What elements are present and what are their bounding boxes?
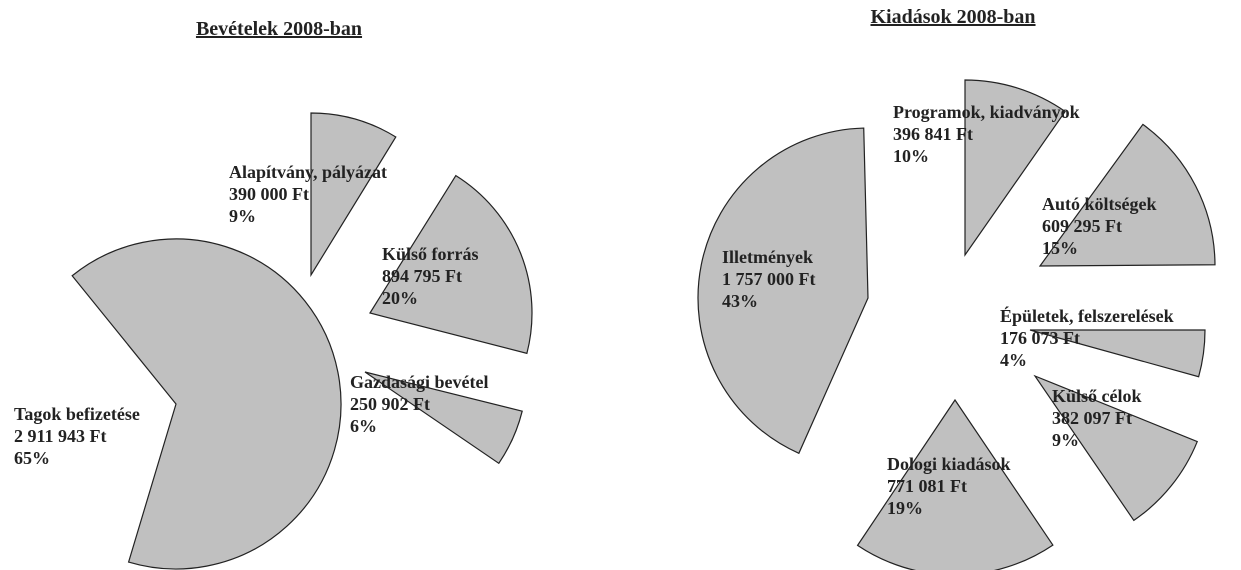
expense-slice-illetmenyek [697, 127, 869, 455]
income-label-gazdasagi-bevetel: Gazdasági bevétel 250 902 Ft 6% [350, 372, 488, 436]
expense-slice-dologi-kiadasok [856, 398, 1054, 570]
income-slice-tagok-befizetese [71, 238, 342, 570]
expense-slice-auto-koltsegek [1038, 123, 1216, 267]
income-slice-kulso-forras [369, 174, 533, 355]
expense-label-kulso-celok: Külső célok 382 097 Ft 9% [1052, 386, 1142, 450]
income-label-tagok-befizetese: Tagok befizetése 2 911 943 Ft 65% [14, 404, 140, 468]
income-chart-title: Bevételek 2008-ban [196, 18, 362, 40]
expense-pie-chart: Kiadások 2008-ban Illetmények 1 757 000 F… [697, 6, 1216, 570]
income-label-kulso-forras: Külső forrás 894 795 Ft 20% [382, 244, 479, 308]
income-pie-chart: Bevételek 2008-ban Tagok befizetése 2 911… [14, 18, 533, 570]
expense-label-illetmenyek: Illetmények 1 757 000 Ft 43% [722, 247, 816, 311]
expense-label-epuletek-felszerelesek: Épületek, felszerelések 176 073 Ft 4% [1000, 305, 1174, 370]
expense-slice-kulso-celok [1033, 374, 1199, 522]
expense-slice-epuletek-felszerelesek [1029, 329, 1206, 378]
expense-label-programok-kiadvanyok: Programok, kiadványok 396 841 Ft 10% [893, 102, 1080, 166]
expense-chart-title: Kiadások 2008-ban [870, 6, 1035, 28]
expense-slice-programok-kiadvanyok [964, 79, 1066, 257]
expense-label-auto-koltsegek: Autó költségek 609 295 Ft 15% [1042, 194, 1157, 258]
income-slice-alapitvany-palyazat [310, 112, 397, 278]
income-slice-gazdasagi-bevetel [364, 371, 523, 465]
income-label-alapitvany-palyazat: Alapítvány, pályázat 390 000 Ft 9% [229, 162, 387, 226]
expense-label-dologi-kiadasok: Dologi kiadások 771 081 Ft 19% [887, 454, 1011, 518]
